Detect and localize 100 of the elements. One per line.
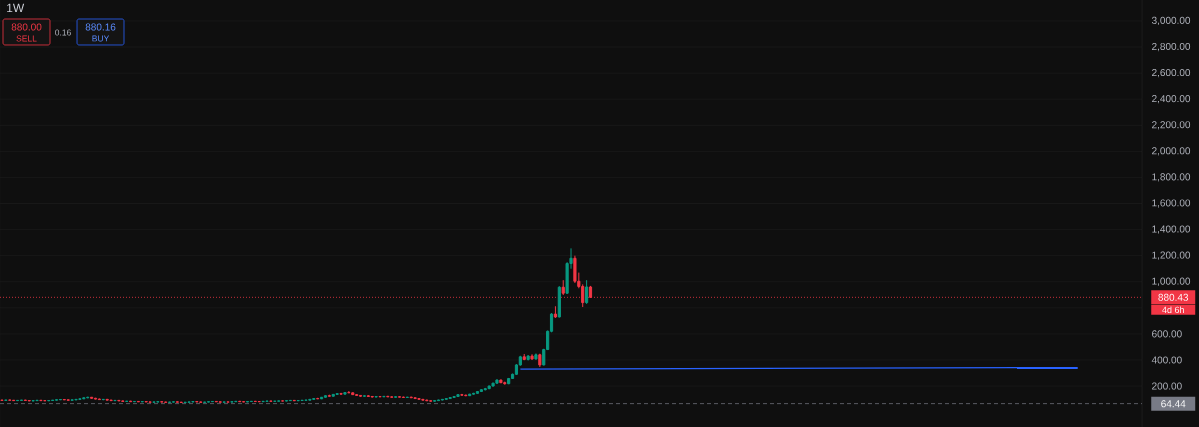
candlestick [31, 399, 35, 402]
candlestick [526, 354, 530, 361]
candlestick [522, 353, 526, 361]
candlestick [362, 394, 367, 398]
y-tick-label: 2,400.00 [1152, 95, 1191, 104]
candlestick [43, 399, 47, 402]
candlestick [121, 400, 125, 403]
candlestick [218, 400, 222, 403]
candlestick [468, 393, 472, 397]
candlestick [491, 382, 495, 388]
candlestick [265, 400, 269, 403]
candlestick [253, 400, 257, 403]
y-tick-label: 1,800.00 [1152, 173, 1191, 182]
candlestick [144, 400, 148, 403]
candlestick [58, 398, 63, 401]
candlestick [479, 388, 483, 393]
candlestick [553, 305, 558, 319]
candlestick [132, 400, 137, 403]
candlestick [257, 400, 261, 403]
candlestick [242, 400, 246, 403]
y-tick-label: 2,200.00 [1152, 121, 1191, 130]
candlestick [397, 395, 402, 398]
candlestick [35, 399, 39, 402]
candlestick [152, 401, 156, 404]
candlestick [167, 401, 172, 404]
y-tick-label: 1,000.00 [1152, 277, 1191, 286]
candlestick [183, 401, 187, 404]
candlestick [390, 395, 394, 399]
ref-line-label: 880.43 [1158, 293, 1189, 301]
candlestick [195, 400, 199, 403]
annotation: BUY [92, 35, 110, 42]
candlestick [456, 393, 460, 398]
candlestick [245, 400, 250, 403]
candlestick [409, 396, 413, 399]
candlestick [425, 399, 429, 402]
candlestick [47, 399, 51, 402]
annotation: 880.00 [11, 23, 42, 31]
candlestick [444, 397, 448, 401]
candlestick [62, 398, 66, 401]
candlestick [66, 399, 70, 402]
y-tick-label: 200.00 [1152, 382, 1182, 390]
annotation: 0.16 [55, 29, 71, 36]
candlestick [401, 396, 406, 399]
y-tick-label: 1,600.00 [1152, 199, 1191, 208]
candlestick [273, 400, 277, 403]
candlestick [452, 395, 456, 399]
candlestick [187, 401, 191, 404]
candlestick [27, 399, 31, 402]
candlestick [308, 398, 312, 401]
candlestick [70, 399, 74, 402]
candlestick [417, 397, 421, 401]
annotation: 880.16 [85, 23, 116, 31]
candlestick [339, 392, 343, 396]
candlestick [82, 397, 86, 400]
candlestick [382, 395, 386, 398]
ref-line-label: 64.44 [1161, 400, 1186, 408]
candlestick [288, 399, 292, 402]
y-tick-label: 600.00 [1152, 330, 1182, 338]
candlestick [429, 399, 433, 403]
candlestick [460, 393, 464, 397]
candlestick [394, 395, 398, 399]
candlestick [331, 393, 335, 397]
candlestick [374, 395, 378, 398]
candlestick [156, 400, 160, 403]
candlestick [140, 400, 144, 403]
candlestick [93, 397, 98, 400]
candlestick [335, 392, 339, 396]
candlestick [261, 400, 265, 403]
candlestick [97, 398, 101, 401]
candlestick [343, 391, 347, 395]
candlestick [296, 399, 300, 402]
candlestick [249, 400, 254, 403]
candlestick [538, 353, 542, 368]
candlestick [448, 396, 452, 400]
y-tick-label: 3,000.00 [1151, 16, 1191, 26]
candlestick [164, 401, 168, 404]
candlestick [351, 392, 355, 396]
candlestick [487, 385, 491, 390]
candlestick [304, 399, 308, 402]
candlestick [175, 400, 179, 403]
candlestick [561, 279, 565, 296]
candlestick [179, 401, 183, 404]
candlestick [499, 379, 503, 384]
y-tick-label: 2,800.00 [1152, 42, 1191, 52]
candlestick [210, 400, 215, 403]
candlestick [386, 395, 390, 398]
candlestick [585, 279, 589, 305]
candlestick [413, 396, 417, 400]
annotation: SELL [16, 35, 37, 42]
candlestick [323, 394, 328, 399]
candlestick [440, 398, 444, 401]
candlestick [347, 390, 351, 394]
candlestick [160, 400, 164, 403]
candlestick [117, 399, 121, 402]
candlestick [358, 394, 363, 398]
candlestick [475, 390, 480, 395]
candlestick [573, 255, 577, 284]
candlestick [39, 399, 43, 402]
candlestick [51, 399, 55, 402]
y-tick-label: 1,400.00 [1152, 225, 1191, 234]
